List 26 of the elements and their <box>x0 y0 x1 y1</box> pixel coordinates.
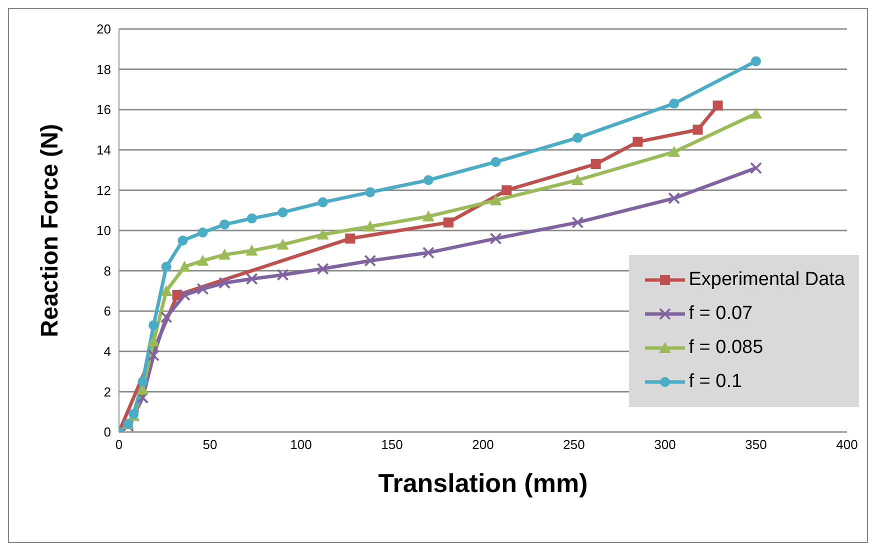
y-tick-label: 2 <box>104 384 111 400</box>
y-tick-label: 18 <box>96 62 111 77</box>
y-tick-label: 4 <box>104 344 111 360</box>
y-axis-title: Reaction Force (N) <box>36 124 64 338</box>
x-tick-label: 200 <box>472 437 494 452</box>
x-tick-label: 350 <box>745 437 767 452</box>
x-tick-label: 300 <box>654 437 676 452</box>
y-tick-label: 14 <box>96 142 111 158</box>
y-tick-label: 0 <box>104 424 111 440</box>
y-tick-label: 16 <box>96 102 111 118</box>
legend-label: f = 0.085 <box>688 337 764 359</box>
x-tick-label: 100 <box>290 437 312 452</box>
x-tick-label: 150 <box>381 437 403 452</box>
legend-label: f = 0.07 <box>688 303 753 325</box>
x-tick-label: 0 <box>115 437 123 452</box>
x-tick-label: 250 <box>563 437 585 452</box>
legend-label: f = 0.1 <box>688 371 742 393</box>
x-tick-label: 50 <box>202 437 218 452</box>
x-tick-label: 400 <box>836 437 858 452</box>
y-tick-label: 8 <box>104 263 111 278</box>
legend-label: Experimental Data <box>688 269 845 291</box>
y-tick-label: 6 <box>104 304 111 319</box>
y-tick-label: 20 <box>96 22 111 37</box>
y-tick-label: 12 <box>96 182 111 198</box>
x-axis-title: Translation (mm) <box>378 468 588 498</box>
y-tick-label: 10 <box>96 223 111 238</box>
